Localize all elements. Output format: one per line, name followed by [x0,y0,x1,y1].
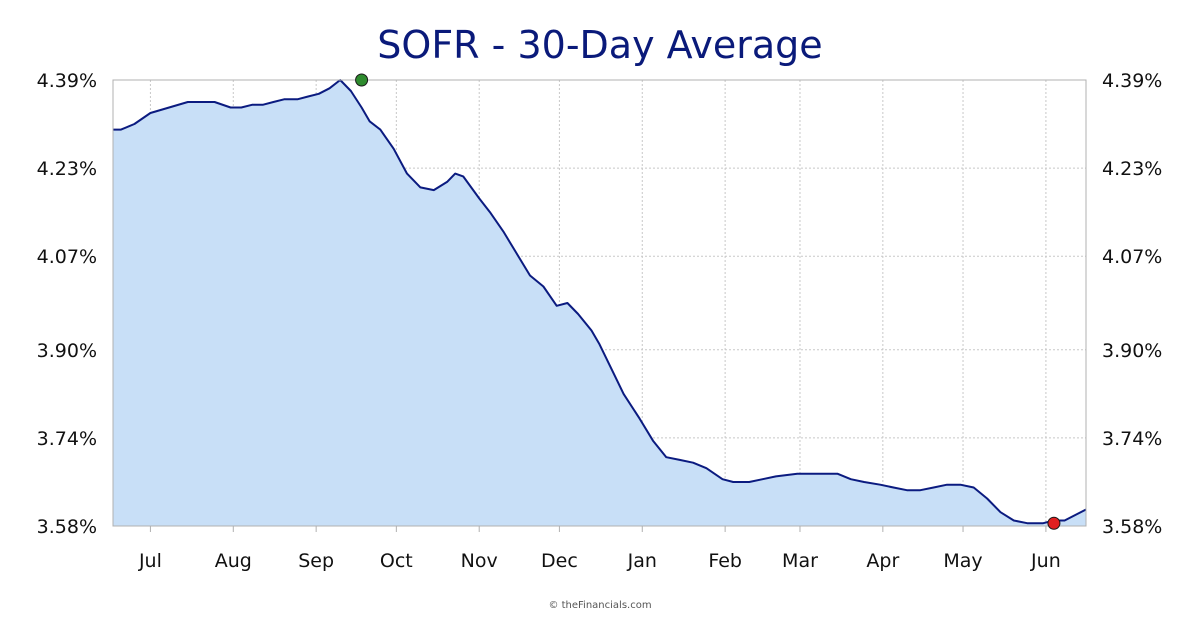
y-tick-label-right: 3.58% [1102,516,1162,538]
y-tick-label-right: 3.74% [1102,428,1162,450]
y-tick-label-right: 3.90% [1102,340,1162,362]
y-tick-label-left: 4.23% [37,158,97,180]
low-marker [1047,516,1061,530]
x-tick-label: Jun [1030,550,1061,572]
x-tick-label: Feb [708,550,742,572]
y-tick-label-left: 3.58% [37,516,97,538]
x-tick-label: Mar [782,550,818,572]
plot-frame [112,79,1087,527]
credit-text: © theFinancials.com [548,600,651,611]
series-line [113,79,1087,525]
high-marker [355,73,369,87]
x-tick-label: Sep [298,550,334,572]
plot-area [113,79,1087,526]
x-tick-label: Oct [380,550,413,572]
y-tick-label-left: 3.74% [37,428,97,450]
y-tick-label-left: 4.39% [37,70,97,92]
x-tick-label: Jul [138,550,162,572]
x-tick-label: Apr [866,550,899,572]
plot-border [112,79,1087,527]
x-tick-label: Aug [215,550,252,572]
x-tick-label: Nov [461,550,498,572]
x-tick-label: Dec [541,550,578,572]
y-tick-label-right: 4.39% [1102,70,1162,92]
markers [355,73,1061,530]
x-tick-label: May [943,550,982,572]
y-tick-label-left: 4.07% [37,246,97,268]
y-axis-left: 4.39% 4.23% 4.07% 3.90% 3.74% 3.58% [37,70,97,538]
y-tick-label-right: 4.07% [1102,246,1162,268]
x-axis: Jul Aug Sep Oct Nov Dec Jan Feb Mar Apr May Jun [138,526,1061,572]
y-tick-label-left: 3.90% [37,340,97,362]
chart-title: SOFR - 30-Day Average [377,23,822,67]
y-tick-label-right: 4.23% [1102,158,1162,180]
x-tick-label: Jan [627,550,657,572]
y-axis-right: 4.39% 4.23% 4.07% 3.90% 3.74% 3.58% [1102,70,1162,538]
series-area [113,80,1086,526]
